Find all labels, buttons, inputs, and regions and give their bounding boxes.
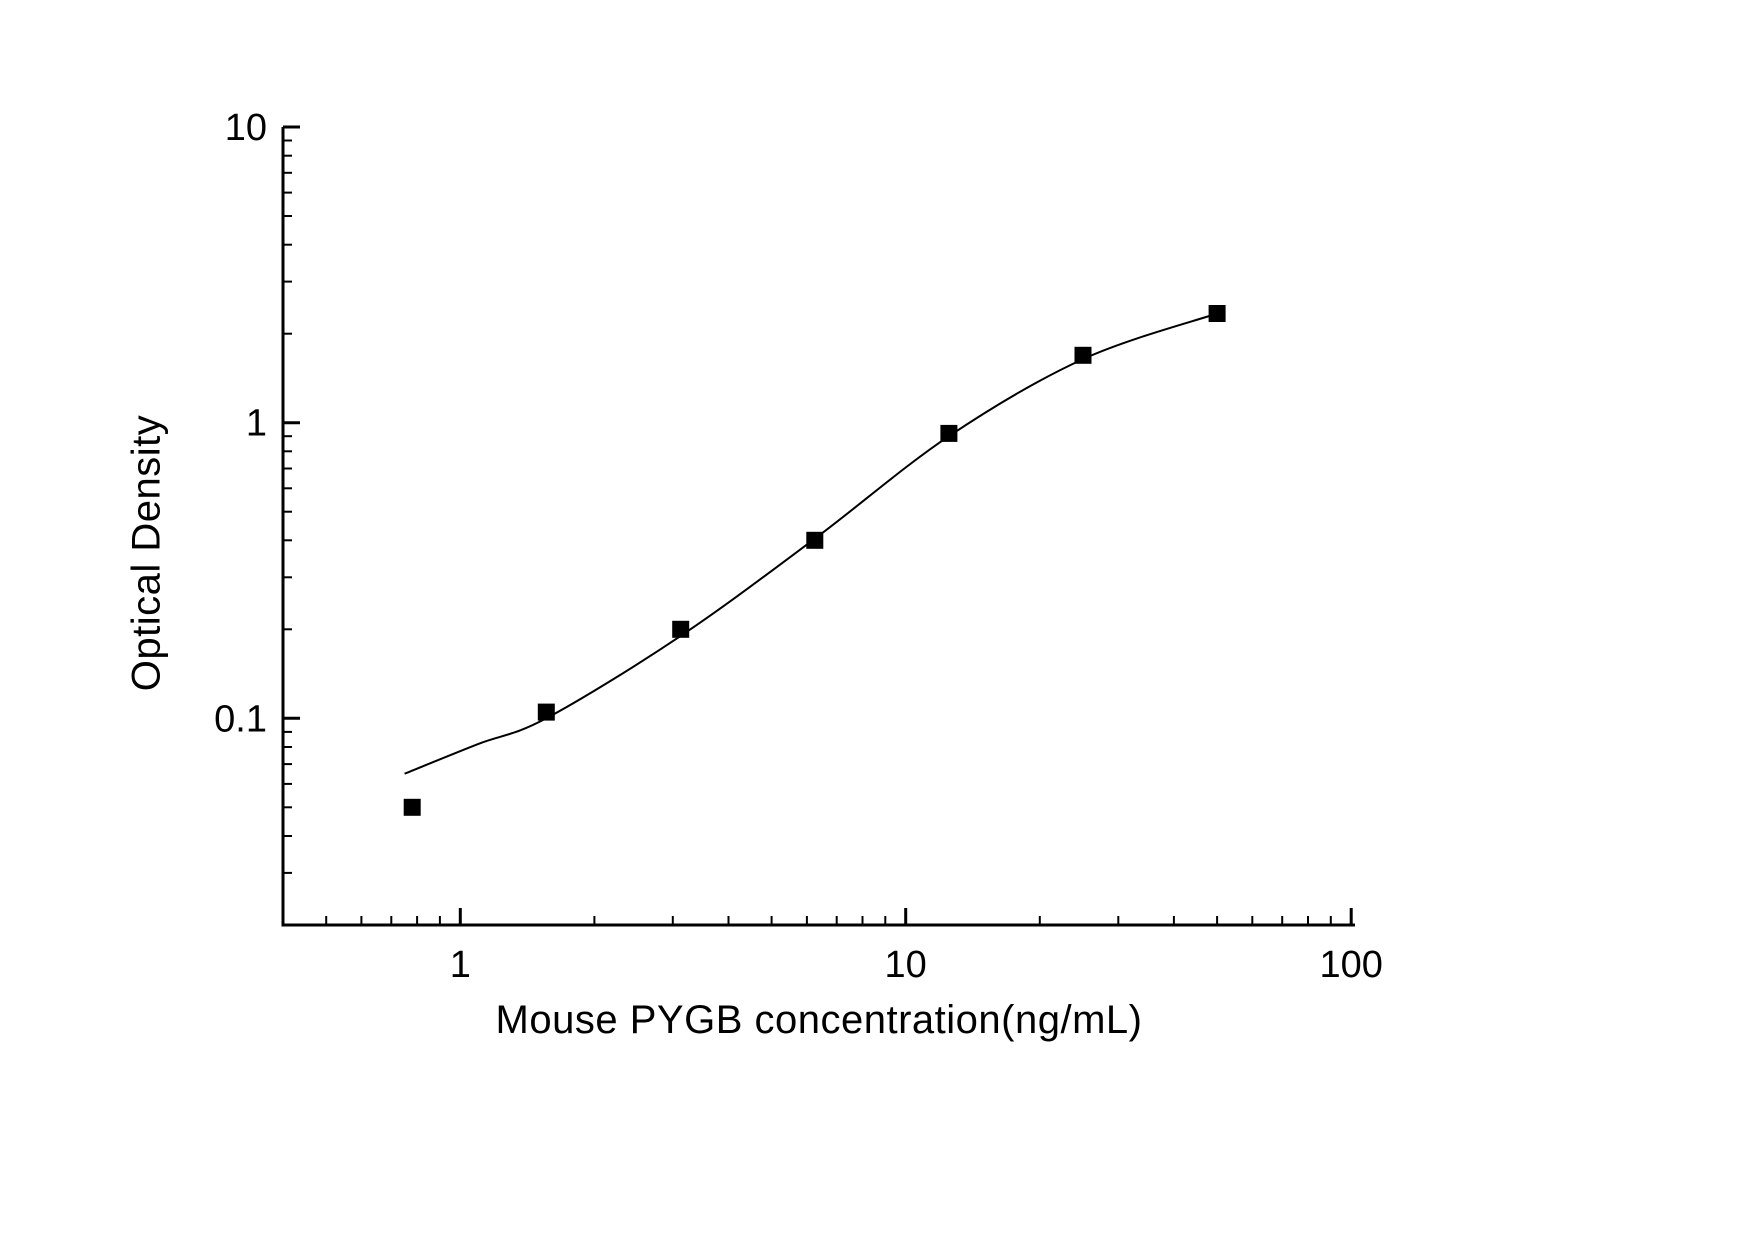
data-point-marker — [1074, 346, 1092, 364]
data-point-marker — [403, 798, 421, 816]
x-axis-title: Mouse PYGB concentration(ng/mL) — [495, 998, 1143, 1042]
data-point-marker — [672, 620, 690, 638]
data-point-marker — [537, 703, 555, 721]
y-tick-label: 1 — [246, 403, 267, 445]
data-point-marker — [806, 531, 824, 549]
y-tick-label: 0.1 — [214, 698, 267, 740]
fit-curve-line — [404, 312, 1218, 775]
x-tick-label: 100 — [1319, 944, 1382, 986]
data-point-marker — [1208, 305, 1226, 322]
x-tick-label: 1 — [450, 944, 471, 986]
x-tick-label: 10 — [885, 944, 927, 986]
y-tick-label: 10 — [225, 107, 267, 149]
axis-lines — [281, 127, 1355, 927]
y-axis-title: Optical Density — [124, 414, 169, 692]
data-point-marker — [940, 424, 958, 442]
